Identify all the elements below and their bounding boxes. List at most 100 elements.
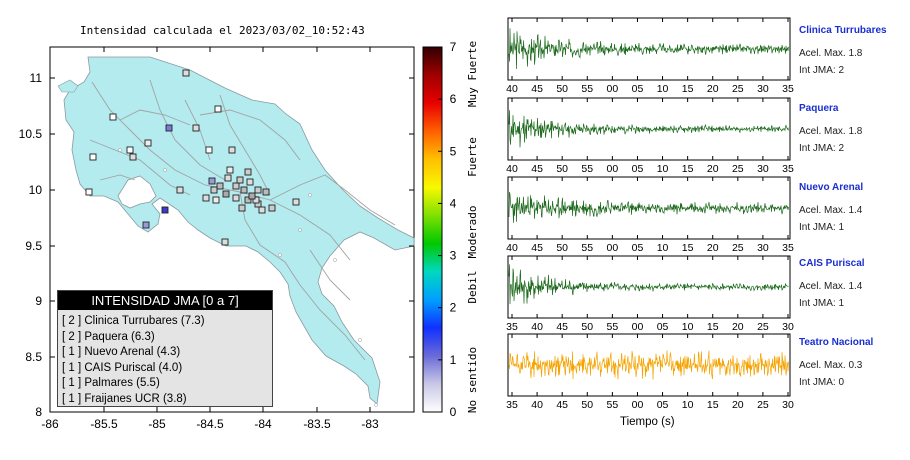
station-marker — [212, 196, 220, 204]
longitude-axis: -86 -85.5 -85 -84.5 -84 -83.5 -83 — [41, 47, 379, 431]
time-tick-label: 30 — [757, 242, 769, 254]
station-marker — [210, 186, 218, 194]
intensity-legend: INTENSIDAD JMA [0 a 7] [ 2 ] Clinica Tur… — [57, 290, 273, 407]
colorbar-tick-label: 2 — [450, 301, 457, 315]
time-tick-label: 10 — [657, 83, 669, 95]
time-tick-label: 55 — [581, 83, 593, 95]
town-dot — [358, 338, 362, 342]
time-tick-label: 05 — [632, 163, 644, 175]
station-name-paquera[interactable]: Paquera — [799, 103, 839, 114]
time-tick-label: 00 — [632, 321, 644, 333]
time-tick-label: 40 — [506, 163, 518, 175]
time-tick-label: 50 — [556, 242, 568, 254]
time-tick-label: 50 — [556, 163, 568, 175]
time-tick-label: 20 — [707, 83, 719, 95]
waveform-panel: 35 40 45 50 55 00 05 10 15 20 25 30 — [506, 333, 794, 411]
waveform-trace — [508, 28, 789, 70]
station-marker — [268, 204, 276, 212]
station-marker — [224, 174, 232, 182]
lon-tick-label: -86 — [41, 417, 59, 431]
legend-entry: [ 1 ] Fraijanes UCR (3.8) — [62, 392, 187, 405]
station-marker — [232, 194, 240, 202]
time-tick-label: 50 — [581, 321, 593, 333]
legend-entry: [ 1 ] Nuevo Arenal (4.3) — [62, 346, 181, 358]
station-marker — [292, 198, 300, 206]
time-tick-label: 25 — [757, 399, 769, 411]
station-markers[interactable] — [85, 69, 378, 407]
station-marker — [228, 146, 236, 154]
colorbar-category-label: Muy Fuerte — [466, 41, 479, 107]
time-tick-label: 00 — [607, 163, 619, 175]
town-dot — [308, 193, 312, 197]
station-marker — [222, 190, 230, 198]
station-accel: Acel. Max. 1.8 — [799, 126, 863, 137]
colorbar-tick-label: 1 — [450, 353, 457, 367]
station-marker — [208, 177, 216, 185]
time-tick-label: 05 — [657, 321, 669, 333]
lon-tick-label: -83 — [361, 417, 379, 431]
station-marker — [165, 124, 173, 132]
colorbar-category-label: Debil — [466, 270, 479, 303]
town-dot — [374, 403, 378, 407]
time-tick-label: 30 — [782, 321, 794, 333]
time-tick-label: 50 — [581, 399, 593, 411]
colorbar-tick-label: 5 — [450, 144, 457, 158]
station-name-teatro-nacional[interactable]: Teatro Nacional — [799, 337, 874, 348]
time-tick-label: 10 — [682, 321, 694, 333]
legend-entry: [ 2 ] Paquera (6.3) — [62, 330, 155, 343]
time-tick-label: 25 — [732, 83, 744, 95]
time-tick-label: 20 — [732, 399, 744, 411]
time-tick-label: 50 — [556, 83, 568, 95]
colorbar-ticks: 0 1 2 3 4 5 6 7 — [438, 40, 457, 419]
station-marker — [216, 182, 224, 190]
station-name-clinica-turrubares[interactable]: Clinica Turrubares — [799, 25, 887, 36]
time-tick-label: 30 — [757, 83, 769, 95]
lat-tick-label: 9.5 — [25, 239, 42, 253]
time-tick-label: 15 — [682, 163, 694, 175]
time-tick-label: 45 — [556, 321, 568, 333]
lat-tick-label: 8 — [35, 405, 42, 419]
time-tick-label: 15 — [682, 242, 694, 254]
colorbar-tick-label: 0 — [450, 405, 457, 419]
station-marker — [144, 139, 152, 147]
time-tick-label: 45 — [531, 163, 543, 175]
lat-tick-label: 8.5 — [25, 350, 42, 364]
time-tick-label: 35 — [506, 399, 518, 411]
waveform-trace — [508, 350, 789, 380]
station-marker — [246, 178, 254, 186]
station-name-cais-puriscal[interactable]: CAIS Puriscal — [799, 258, 865, 269]
station-marker — [221, 238, 229, 246]
lon-tick-label: -85 — [148, 417, 166, 431]
station-marker — [226, 166, 234, 174]
station-marker — [248, 192, 256, 200]
time-tick-label: 35 — [782, 242, 794, 254]
station-marker — [244, 168, 252, 176]
colorbar-tick-label: 4 — [450, 196, 457, 210]
colorbar-gradient — [422, 46, 443, 413]
waveform-panel: 40 45 50 55 00 05 10 15 20 25 30 35 — [506, 97, 794, 175]
town-dot — [163, 168, 167, 172]
station-marker — [85, 188, 93, 196]
costa-rica-land — [57, 56, 415, 405]
map-title: Intensidad calculada el 2023/03/02_10:52… — [80, 24, 365, 37]
time-tick-label: 40 — [531, 399, 543, 411]
legend-title: INTENSIDAD JMA [0 a 7] — [58, 291, 272, 310]
waveform-panel: 35 40 45 50 55 00 05 10 15 20 25 30 — [506, 255, 794, 333]
lon-tick-label: -83.5 — [303, 417, 331, 431]
time-tick-label: 45 — [531, 83, 543, 95]
time-axis-label: Tiempo (s) — [620, 416, 675, 428]
legend-entry: [ 1 ] Palmares (5.5) — [62, 377, 160, 389]
station-accel: Acel. Max. 0.3 — [799, 360, 863, 371]
time-tick-label: 10 — [657, 163, 669, 175]
time-tick-label: 05 — [632, 83, 644, 95]
waveform-panels: 40 45 50 55 00 05 10 15 20 25 30 35 40 45 50 55 00 05 10 15… — [506, 17, 794, 411]
time-tick-label: 00 — [632, 399, 644, 411]
lat-tick-label: 10 — [29, 183, 43, 197]
waveform-trace — [508, 264, 789, 305]
waveform-trace — [508, 191, 789, 223]
station-name-nuevo-arenal[interactable]: Nuevo Arenal — [799, 182, 864, 193]
colorbar-category-label: Moderado — [466, 206, 479, 259]
time-tick-label: 40 — [531, 321, 543, 333]
time-tick-label: 35 — [506, 321, 518, 333]
